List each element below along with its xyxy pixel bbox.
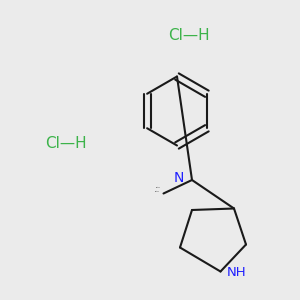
Text: Cl—H: Cl—H — [168, 28, 210, 44]
Text: methyl: methyl — [154, 191, 159, 192]
Text: Cl—H: Cl—H — [45, 136, 87, 152]
Text: N: N — [173, 172, 184, 185]
Text: methyl: methyl — [156, 187, 161, 188]
Text: NH: NH — [226, 266, 246, 280]
